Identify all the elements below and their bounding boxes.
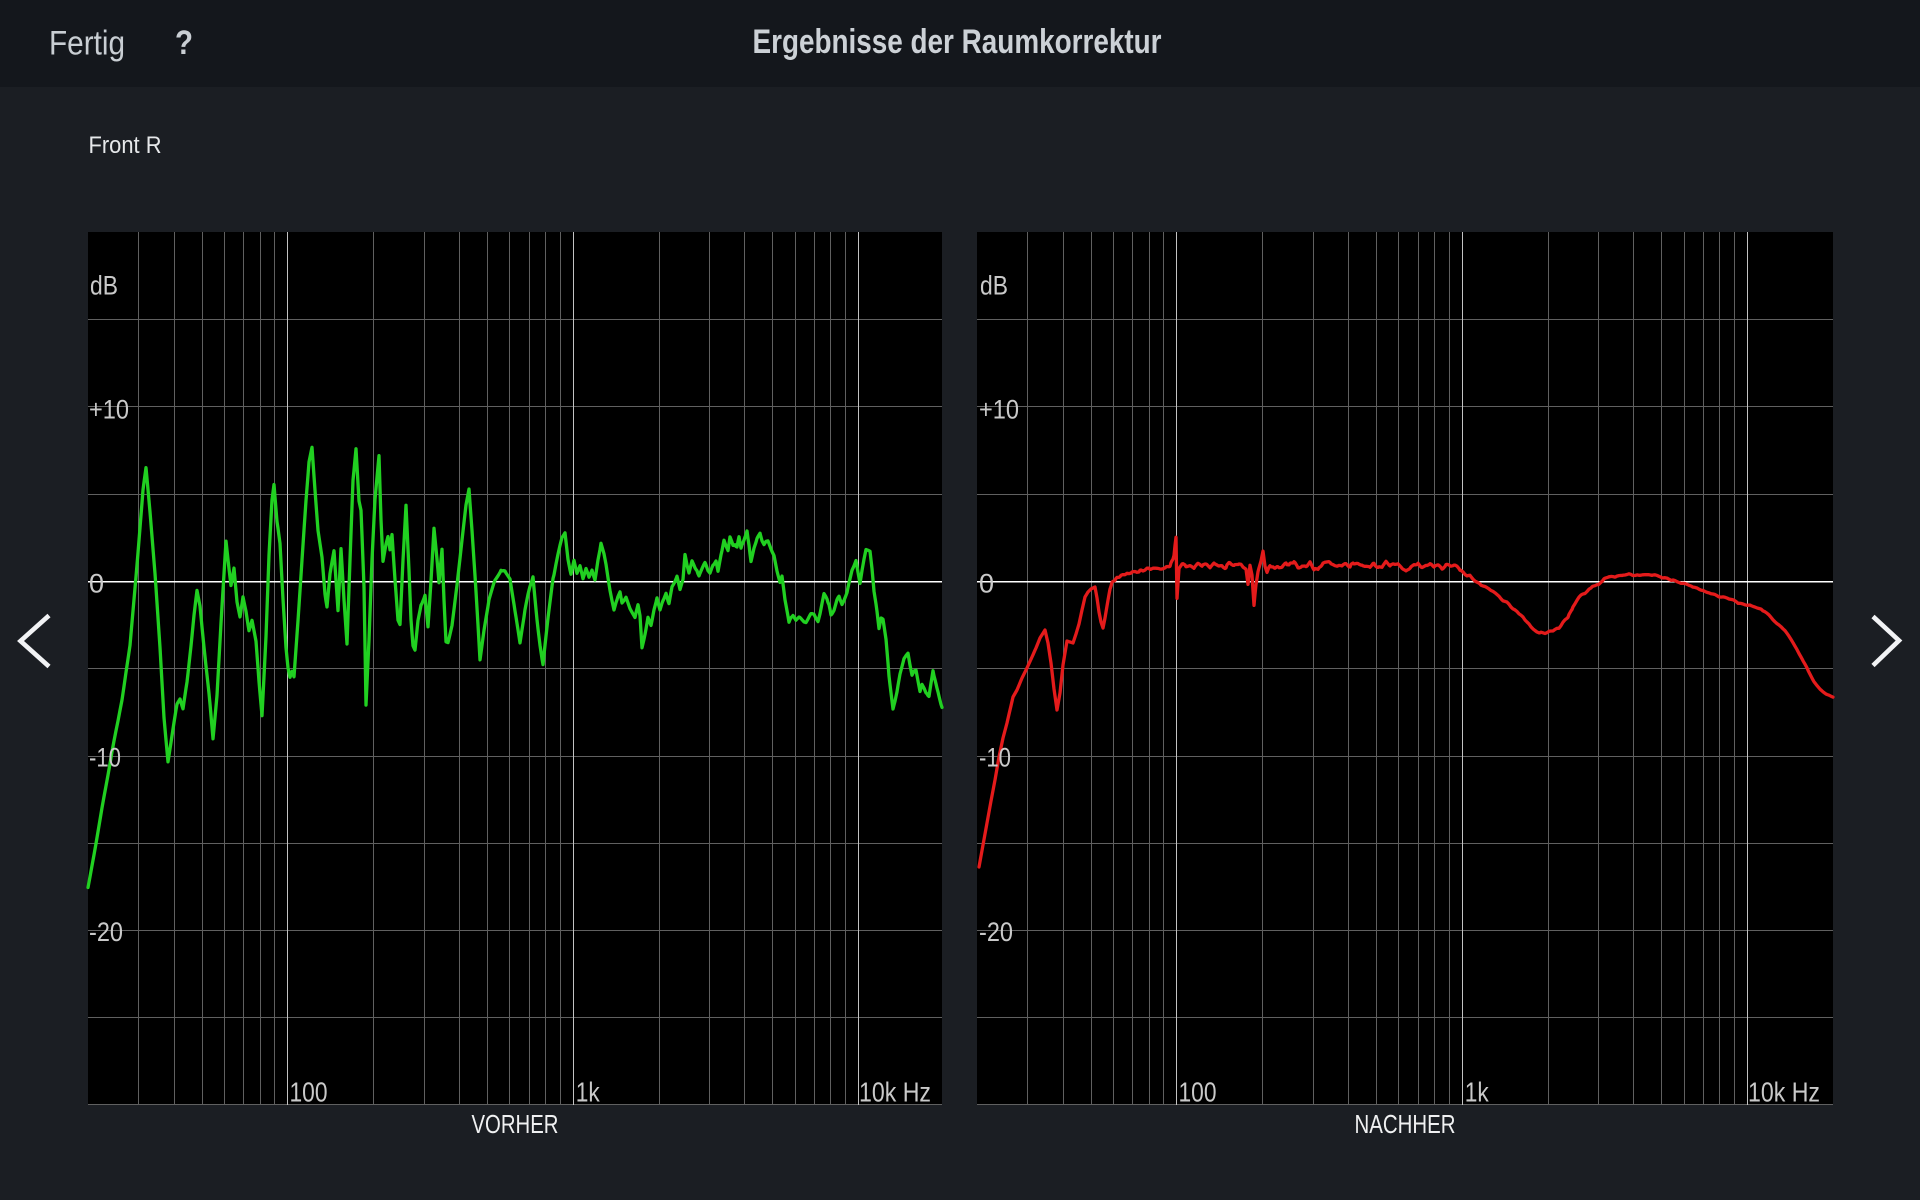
svg-text:?: ? bbox=[175, 24, 193, 62]
svg-text:0: 0 bbox=[89, 569, 104, 599]
svg-text:Front R: Front R bbox=[89, 132, 162, 159]
svg-text:100: 100 bbox=[1179, 1077, 1217, 1108]
svg-text:NACHHER: NACHHER bbox=[1355, 1109, 1456, 1139]
svg-text:-10: -10 bbox=[89, 743, 121, 773]
svg-text:dB: dB bbox=[980, 271, 1008, 301]
svg-text:0: 0 bbox=[979, 569, 994, 599]
svg-text:+10: +10 bbox=[89, 395, 129, 425]
svg-text:10k Hz: 10k Hz bbox=[1748, 1077, 1820, 1108]
svg-text:-20: -20 bbox=[89, 917, 123, 947]
svg-text:100: 100 bbox=[290, 1077, 328, 1108]
svg-text:+10: +10 bbox=[979, 395, 1019, 425]
svg-text:-10: -10 bbox=[979, 743, 1011, 773]
svg-text:-20: -20 bbox=[979, 917, 1013, 947]
svg-text:1k: 1k bbox=[1465, 1077, 1490, 1108]
svg-text:10k Hz: 10k Hz bbox=[859, 1077, 931, 1108]
svg-text:Ergebnisse der Raumkorrektur: Ergebnisse der Raumkorrektur bbox=[753, 23, 1162, 61]
svg-text:VORHER: VORHER bbox=[472, 1109, 559, 1139]
svg-text:1k: 1k bbox=[576, 1077, 601, 1108]
svg-text:dB: dB bbox=[90, 271, 118, 301]
svg-text:Fertig: Fertig bbox=[49, 25, 125, 63]
